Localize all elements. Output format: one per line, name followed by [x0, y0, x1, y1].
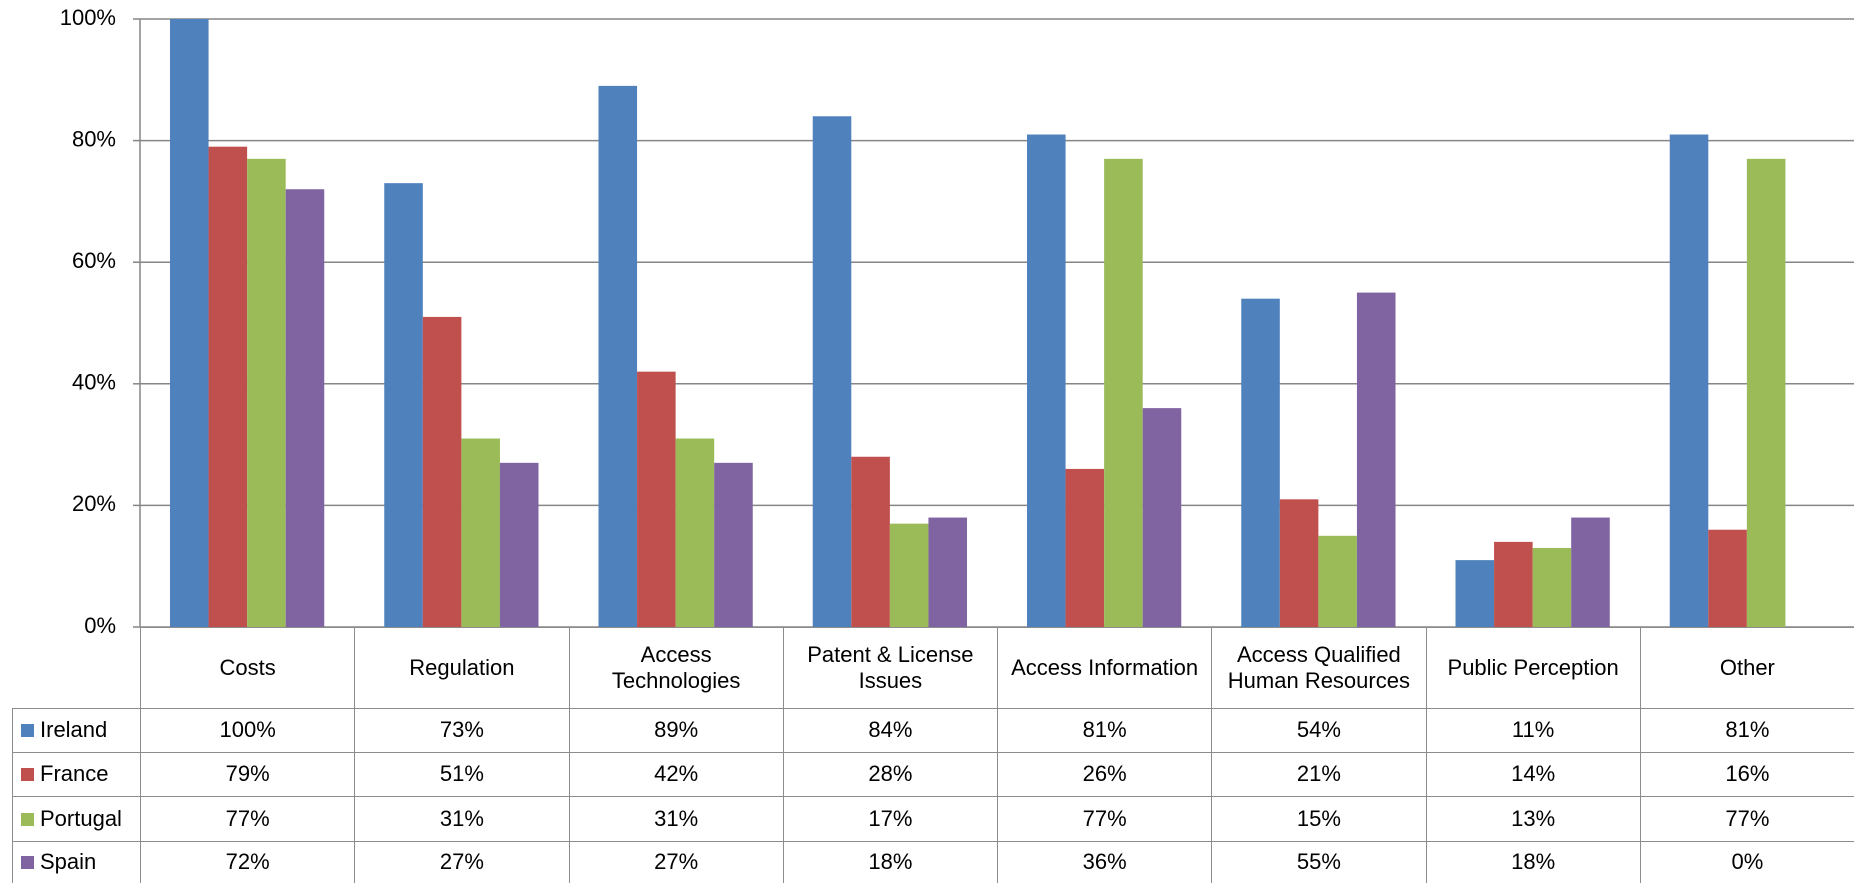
table-value: 13%: [1425, 796, 1641, 842]
table-value: 73%: [354, 708, 570, 753]
legend-swatch: [21, 812, 34, 826]
category-label: Access Qualified Human Resources: [1211, 627, 1427, 709]
table-value: 27%: [568, 841, 784, 883]
category-label: Access Technologies: [568, 627, 784, 709]
table-value: 89%: [568, 708, 784, 753]
y-tick-label: 80%: [72, 126, 116, 151]
bar: [1142, 408, 1182, 627]
table-value: 21%: [1211, 752, 1427, 797]
bar: [1669, 134, 1709, 627]
table-value: 31%: [568, 796, 784, 842]
legend-entry: France: [12, 752, 141, 797]
table-value: 31%: [354, 796, 570, 842]
bar: [812, 116, 852, 627]
bar: [928, 517, 968, 627]
bar: [285, 189, 325, 628]
table-value: 77%: [140, 796, 356, 842]
bar: [1708, 529, 1747, 627]
table-value: 55%: [1211, 841, 1427, 883]
legend-swatch: [21, 768, 34, 781]
category-label: Regulation: [354, 627, 570, 709]
legend-label: Spain: [40, 849, 97, 875]
bar: [889, 523, 929, 627]
table-value: 17%: [782, 796, 998, 842]
table-value: 42%: [568, 752, 784, 797]
table-value: 51%: [354, 752, 570, 797]
table-value: 84%: [782, 708, 998, 753]
table-value: 18%: [1425, 841, 1641, 883]
bar: [1455, 560, 1495, 627]
y-tick-label: 100%: [60, 5, 116, 30]
table-value: 81%: [997, 708, 1213, 753]
table-value: 16%: [1639, 752, 1854, 797]
bar: [208, 146, 248, 627]
bar: [1104, 158, 1143, 627]
bar: [1065, 468, 1105, 627]
table-value: 26%: [997, 752, 1213, 797]
bar: [1571, 517, 1610, 627]
bar: [461, 438, 500, 627]
table-value: 27%: [354, 841, 570, 883]
bar: [169, 19, 209, 627]
bar: [1746, 158, 1786, 627]
bar: [598, 85, 638, 627]
table-value: 14%: [1425, 752, 1641, 797]
category-label: Patent & License Issues: [782, 627, 998, 709]
table-value: 79%: [140, 752, 356, 797]
table-value: 77%: [1639, 796, 1854, 842]
table-value: 72%: [140, 841, 356, 883]
y-tick-label: 60%: [72, 248, 116, 273]
category-label: Costs: [140, 627, 356, 709]
bar: [1356, 292, 1396, 627]
table-value: 18%: [782, 841, 998, 883]
legend-label: Ireland: [40, 717, 108, 743]
table-value: 28%: [782, 752, 998, 797]
table-value: 15%: [1211, 796, 1427, 842]
y-tick-label: 40%: [72, 370, 116, 395]
bar: [675, 438, 715, 627]
bar: [1241, 298, 1280, 627]
table-value: 36%: [997, 841, 1213, 883]
legend-entry: Spain: [12, 841, 141, 883]
bar: [1279, 499, 1319, 627]
table-value: 11%: [1425, 708, 1641, 753]
legend-entry: Portugal: [12, 796, 141, 842]
bar: [384, 183, 423, 627]
table-value: 100%: [140, 708, 356, 753]
bar: [247, 158, 286, 627]
table-value: 77%: [997, 796, 1213, 842]
bar: [714, 462, 753, 627]
table-value: 0%: [1639, 841, 1854, 883]
legend-swatch: [21, 856, 34, 869]
bar: [1318, 535, 1357, 627]
category-label: Other: [1639, 627, 1854, 709]
bar: [1532, 547, 1572, 627]
bar: [851, 456, 890, 627]
bar: [1026, 134, 1066, 627]
legend-label: France: [40, 761, 109, 787]
table-value: 81%: [1639, 708, 1854, 753]
bar: [422, 316, 462, 627]
legend-entry: Ireland: [12, 708, 141, 753]
table-value: 54%: [1211, 708, 1427, 753]
y-tick-label: 20%: [72, 491, 116, 516]
bar: [499, 462, 539, 627]
legend-swatch: [21, 724, 34, 737]
bar: [1494, 541, 1533, 627]
bar: [637, 371, 676, 627]
category-label: Public Perception: [1425, 627, 1641, 709]
y-tick-label: 0%: [84, 613, 116, 638]
legend-label: Portugal: [40, 805, 122, 831]
category-label: Access Information: [997, 627, 1213, 709]
